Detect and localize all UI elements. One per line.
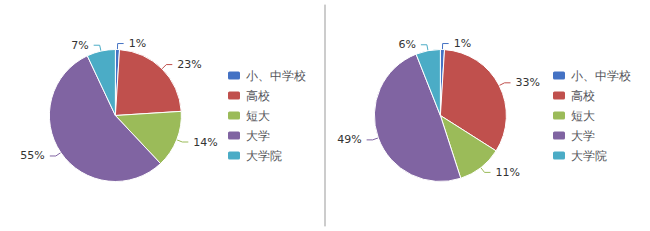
svg-text:23%: 23% <box>177 58 201 71</box>
svg-text:6%: 6% <box>398 38 415 51</box>
svg-text:小、中学校: 小、中学校 <box>571 69 631 83</box>
svg-text:7%: 7% <box>71 39 88 52</box>
svg-text:大学院: 大学院 <box>571 149 607 163</box>
svg-text:33%: 33% <box>516 76 540 89</box>
svg-text:1%: 1% <box>129 37 146 50</box>
svg-text:55%: 55% <box>20 149 44 162</box>
svg-text:短大: 短大 <box>571 109 595 123</box>
svg-text:49%: 49% <box>337 133 361 146</box>
svg-text:大学院: 大学院 <box>246 149 282 163</box>
svg-text:14%: 14% <box>193 136 217 149</box>
svg-text:大学: 大学 <box>246 129 270 143</box>
svg-text:高校: 高校 <box>246 89 270 103</box>
svg-text:大学: 大学 <box>571 129 595 143</box>
svg-text:短大: 短大 <box>246 109 270 123</box>
svg-text:11%: 11% <box>496 166 520 179</box>
svg-text:小、中学校: 小、中学校 <box>246 69 306 83</box>
svg-text:1%: 1% <box>454 37 471 50</box>
svg-text:高校: 高校 <box>571 89 595 103</box>
